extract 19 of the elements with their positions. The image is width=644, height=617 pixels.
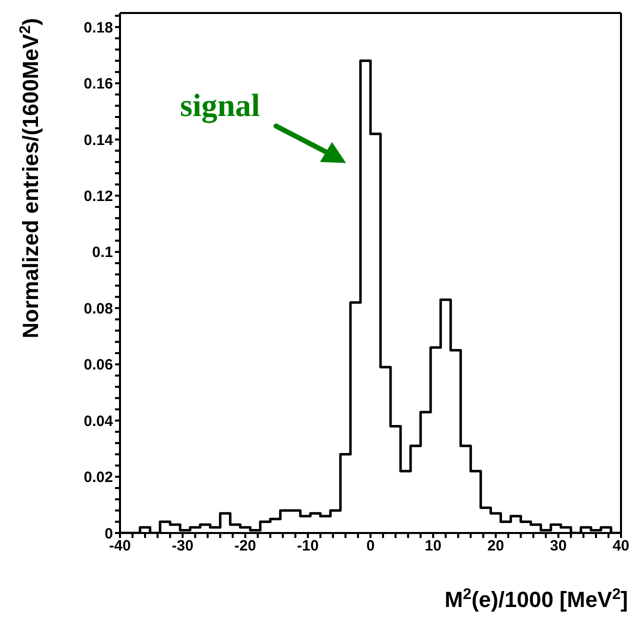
x-tick-label: -30 — [172, 538, 194, 555]
x-tick-label: -20 — [234, 538, 256, 555]
y-tick-label: 0.18 — [84, 19, 113, 36]
annotation: signal — [180, 87, 260, 124]
y-tick-label: 0.14 — [84, 132, 114, 149]
y-tick-label: 0.1 — [92, 244, 113, 262]
x-tick-label: 0 — [366, 538, 375, 555]
y-tick-label: 0.02 — [84, 469, 113, 486]
x-tick-label: 40 — [612, 538, 630, 555]
y-tick-label: 0.06 — [84, 356, 113, 374]
y-tick-label: 0.08 — [84, 300, 113, 318]
x-tick-label: 20 — [487, 538, 504, 555]
x-tick-label: 10 — [424, 538, 442, 555]
y-tick-label: 0.04 — [84, 412, 114, 430]
x-tick-label: -10 — [297, 538, 319, 555]
y-tick-label: 0.12 — [84, 188, 113, 206]
x-tick-label: 30 — [550, 538, 567, 555]
y-tick-label: 0.16 — [84, 76, 113, 93]
x-axis-title: M$^{2}$(e)/1000 [MeV$^{2}$] — [444, 586, 628, 612]
